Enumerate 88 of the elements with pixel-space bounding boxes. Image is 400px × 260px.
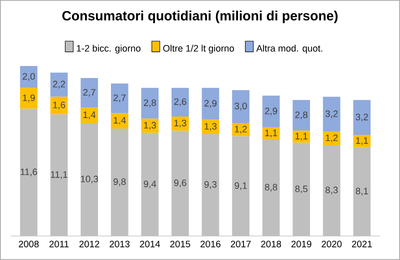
bar <box>80 123 98 236</box>
data-label: 1,4 <box>84 112 96 120</box>
bar <box>292 100 310 131</box>
bar <box>50 114 68 236</box>
bar <box>20 66 38 88</box>
data-label: 3,0 <box>234 102 247 110</box>
data-label: 2,7 <box>114 94 126 102</box>
x-tick-label: 2018 <box>261 240 282 248</box>
bar <box>202 134 220 236</box>
data-label: 1,1 <box>356 137 368 145</box>
data-label: 2,8 <box>144 99 156 108</box>
bar <box>110 113 128 129</box>
bar <box>110 128 128 236</box>
bar <box>202 120 220 134</box>
chart-title: Consumatori quotidiani (milioni di persone) <box>62 10 338 24</box>
bar <box>110 84 128 114</box>
data-label: 3,2 <box>325 110 338 118</box>
bar <box>292 142 310 236</box>
data-label: 9,6 <box>174 180 186 188</box>
data-label: 2,2 <box>53 80 66 89</box>
bar <box>353 147 371 236</box>
bar <box>50 96 68 114</box>
x-tick-label: 2020 <box>322 240 342 248</box>
data-label: 9,3 <box>204 181 217 189</box>
x-tick-label: 2017 <box>230 240 251 248</box>
bar <box>202 88 220 120</box>
data-label: 1,9 <box>22 94 35 102</box>
bar <box>353 100 371 136</box>
data-label: 1,3 <box>144 122 156 130</box>
x-tick-label: 2011 <box>49 240 69 248</box>
legend-label: 1-2 bicc. giorno <box>76 44 140 54</box>
bar <box>141 118 159 133</box>
data-label: 2,9 <box>204 100 217 108</box>
data-label: 2,7 <box>83 89 96 97</box>
data-label: 2,8 <box>295 112 308 120</box>
data-label: 1,1 <box>296 132 308 141</box>
bar <box>322 145 340 236</box>
data-label: 1,1 <box>265 130 278 138</box>
data-label: 1,2 <box>234 126 247 134</box>
data-label: 1,4 <box>114 117 126 125</box>
data-label: 1,3 <box>204 123 217 131</box>
bar <box>172 88 189 116</box>
bar <box>262 127 280 140</box>
bar <box>20 88 38 109</box>
data-label: 9,8 <box>114 178 126 186</box>
bar <box>80 108 98 124</box>
data-label: 2,9 <box>265 108 278 116</box>
x-tick-label: 2016 <box>200 240 220 248</box>
bar <box>232 136 250 236</box>
x-tick-label: 2012 <box>79 240 100 248</box>
data-label: 1,3 <box>174 120 186 128</box>
data-label: 8,8 <box>264 184 278 192</box>
bar <box>292 130 310 143</box>
bar <box>172 130 189 236</box>
data-label: 1,6 <box>53 102 66 110</box>
bar <box>262 140 280 236</box>
data-label: 11,1 <box>51 171 68 179</box>
x-tick-label: 2019 <box>291 240 312 248</box>
bar <box>141 88 159 119</box>
data-label: 9,4 <box>144 180 156 188</box>
data-label: 8,1 <box>356 188 368 196</box>
x-tick-label: 2013 <box>110 240 130 248</box>
data-label: 8,3 <box>326 186 338 194</box>
bar <box>322 96 340 132</box>
data-label: 8,5 <box>295 186 308 194</box>
bar <box>232 90 250 124</box>
data-label: 9,1 <box>234 182 247 190</box>
data-label: 3,2 <box>356 114 368 122</box>
data-label: 1,2 <box>326 134 338 142</box>
bar <box>50 72 68 97</box>
legend-label: Oltre 1/2 lt giorno <box>163 44 234 54</box>
legend-label: Altra mod. quot. <box>256 44 322 54</box>
bar <box>232 123 250 136</box>
x-tick-label: 2021 <box>352 240 372 248</box>
data-label: 10,3 <box>80 176 98 184</box>
bar <box>141 132 159 236</box>
bar <box>262 96 280 128</box>
bar <box>322 132 340 145</box>
bar <box>172 116 189 131</box>
data-label: 11,6 <box>20 168 38 176</box>
x-tick-label: 2014 <box>140 240 160 248</box>
bar <box>20 108 38 236</box>
data-label: 2,6 <box>174 98 186 106</box>
data-label: 2,0 <box>22 73 35 81</box>
bar <box>353 135 371 148</box>
x-tick-label: 2008 <box>18 240 39 248</box>
x-tick-label: 2015 <box>170 240 190 248</box>
bar <box>80 78 98 108</box>
